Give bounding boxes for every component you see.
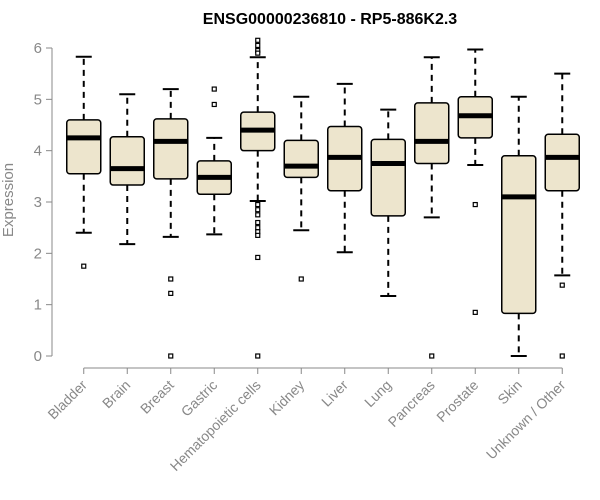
outlier-point bbox=[472, 201, 478, 208]
y-axis-label: Expression bbox=[0, 163, 17, 237]
box-4 bbox=[240, 37, 276, 359]
outlier-point bbox=[168, 290, 174, 296]
x-tick-label: Bladder bbox=[44, 377, 90, 423]
outlier-point bbox=[211, 86, 217, 92]
outlier-point bbox=[255, 42, 261, 49]
outlier-point bbox=[298, 276, 304, 282]
box-7 bbox=[370, 108, 406, 297]
outlier-point bbox=[168, 276, 174, 282]
box-iqr bbox=[153, 118, 189, 180]
chart-title: ENSG00000236810 - RP5-886K2.3 bbox=[203, 11, 457, 28]
outlier-point bbox=[255, 219, 261, 226]
box-iqr bbox=[544, 133, 580, 192]
x-tick-label: Lung bbox=[361, 377, 394, 410]
y-tick-label: 2 bbox=[34, 245, 42, 262]
outlier-point bbox=[559, 353, 565, 359]
box-5 bbox=[283, 95, 319, 282]
box-3 bbox=[196, 86, 232, 236]
y-tick-label: 6 bbox=[34, 40, 42, 57]
x-tick-label: Liver bbox=[318, 377, 351, 410]
box-iqr bbox=[283, 139, 319, 179]
box-6 bbox=[327, 82, 363, 254]
outlier-point bbox=[255, 225, 261, 231]
outlier-point bbox=[255, 201, 261, 208]
box-2 bbox=[153, 88, 189, 359]
box-iqr bbox=[109, 136, 145, 186]
x-tick-label: Brain bbox=[99, 377, 133, 411]
x-tick-label: Gastric bbox=[178, 377, 221, 420]
x-tick-label: Pancreas bbox=[385, 377, 438, 430]
x-tick-label: Skin bbox=[494, 377, 525, 408]
y-tick-label: 0 bbox=[34, 348, 42, 365]
box-11 bbox=[544, 72, 580, 359]
boxes bbox=[66, 37, 580, 359]
x-tick-label: Prostate bbox=[433, 377, 481, 425]
box-1 bbox=[109, 93, 145, 246]
box-iqr bbox=[370, 138, 406, 217]
box-iqr bbox=[66, 119, 102, 175]
outlier-point bbox=[429, 353, 435, 359]
outlier-point bbox=[255, 37, 261, 43]
outlier-point bbox=[255, 50, 261, 56]
box-9 bbox=[457, 48, 493, 315]
x-tick-label: Kidney bbox=[266, 377, 308, 419]
x-tick-label: Unknown / Other bbox=[483, 377, 569, 463]
outlier-point bbox=[81, 263, 87, 269]
y-tick-label: 1 bbox=[34, 297, 42, 314]
outlier-point bbox=[255, 207, 261, 213]
outlier-point bbox=[255, 232, 261, 238]
outlier-point bbox=[472, 309, 478, 315]
outlier-point bbox=[255, 212, 261, 218]
y-tick-label: 4 bbox=[34, 143, 42, 160]
box-iqr bbox=[414, 102, 450, 165]
outlier-point bbox=[255, 353, 261, 359]
outlier-point bbox=[168, 353, 174, 359]
outlier-point bbox=[211, 101, 217, 108]
outlier-point bbox=[255, 254, 261, 261]
box-10 bbox=[501, 95, 537, 357]
y-tick-label: 5 bbox=[34, 91, 42, 108]
outlier-point bbox=[559, 282, 565, 288]
box-iqr bbox=[501, 155, 537, 315]
x-tick-label: Breast bbox=[137, 377, 177, 417]
box-0 bbox=[66, 55, 102, 269]
y-ticks: 0 1 2 3 4 5 6 bbox=[34, 40, 52, 365]
box-8 bbox=[414, 56, 450, 359]
y-tick-label: 3 bbox=[34, 194, 42, 211]
